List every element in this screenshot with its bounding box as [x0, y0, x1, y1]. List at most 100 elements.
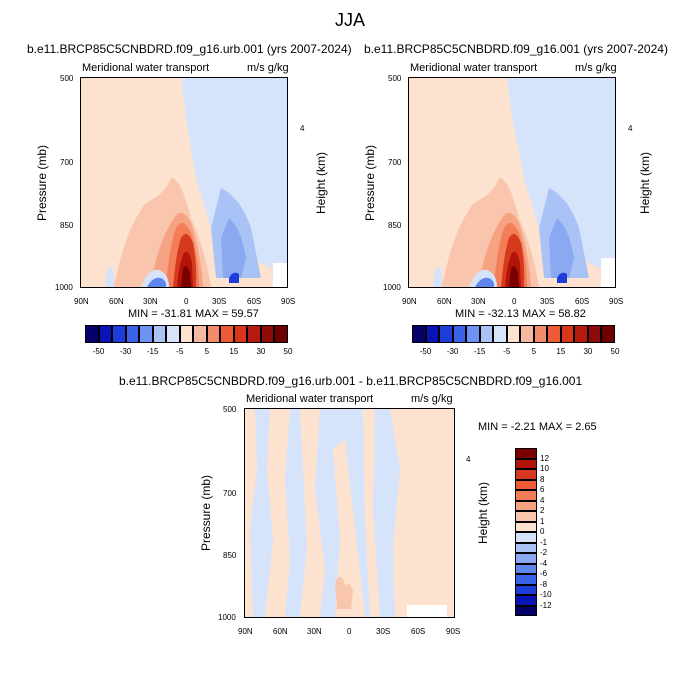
- panel2-subtitle-left: Meridional water transport: [410, 62, 538, 74]
- panel3-colorbar-label: 2: [540, 506, 545, 515]
- panel1-y2label: Height (km): [314, 152, 328, 215]
- panel2-colorbar-label: -50: [419, 347, 432, 356]
- panel3-colorbar-cell: [515, 469, 537, 480]
- panel2-colorbar-cell: [479, 325, 494, 343]
- panel2-xtick-90s: 90S: [609, 297, 624, 306]
- panel3-colorbar-label: 0: [540, 527, 545, 536]
- panel3-colorbar-cell: [515, 563, 537, 574]
- panel2-colorbar-label: 5: [531, 347, 537, 356]
- panel1-colorbar: -50 -30 -15 -5 5 15 30 50: [85, 325, 292, 356]
- panel2-colorbar-cell: [506, 325, 521, 343]
- panel3-xtick-90s: 90S: [446, 627, 461, 636]
- panel2-xtick-30s: 30S: [540, 297, 555, 306]
- panel2-colorbar: -50 -30 -15 -5 5 15 30 50: [412, 325, 619, 356]
- panel1-xtick-60n: 60N: [109, 297, 124, 306]
- panel2-colorbar-label: -15: [473, 347, 486, 356]
- panel1-ptick-850: 850: [60, 221, 74, 230]
- panel1-colorbar-cell: [220, 325, 234, 343]
- panel1-height-tick: 4: [300, 124, 305, 133]
- panel1-subtitle-left: Meridional water transport: [82, 62, 210, 74]
- panel3-colorbar-label: 6: [540, 485, 545, 494]
- panel3-colorbar-label: -4: [540, 558, 548, 568]
- panel3-colorbar-cell: [515, 458, 537, 469]
- panel1-colorbar-cell: [206, 325, 221, 343]
- panel2-colorbar-cell: [520, 325, 534, 343]
- panel3-xtick-60n: 60N: [273, 627, 288, 636]
- panel1-colorbar-cell: [85, 325, 99, 343]
- panel1-colorbar-label: -50: [92, 347, 105, 356]
- panel3-colorbar-label: 8: [540, 474, 545, 484]
- panel1-ylabel: Pressure (mb): [35, 145, 49, 222]
- panel1-colorbar-label: -5: [176, 347, 184, 356]
- panel2-xtick-30n: 30N: [471, 297, 486, 306]
- panel2-xtick-0: 0: [512, 297, 517, 306]
- panel3-colorbar-label: 10: [540, 464, 549, 473]
- panel1-xtick-90s: 90S: [281, 297, 296, 306]
- panel1-xtick-30s: 30S: [212, 297, 227, 306]
- panel2-colorbar-cell: [601, 325, 615, 343]
- panel2-ylabel: Pressure (mb): [363, 145, 377, 222]
- panel2-colorbar-cell: [466, 325, 480, 343]
- panel2-colorbar-label: 50: [610, 347, 620, 356]
- figure-title: JJA: [334, 10, 365, 30]
- panel2-colorbar-cell: [493, 325, 507, 343]
- panel2-colorbar-label: -5: [503, 347, 511, 356]
- panel3-colorbar-cell: [515, 490, 537, 501]
- panel1-colorbar-label: 5: [204, 347, 210, 356]
- panel3-ylabel: Pressure (mb): [199, 475, 213, 552]
- panel1-ptick-500: 500: [60, 74, 74, 83]
- panel3-colorbar-label: -10: [540, 590, 552, 599]
- panel1-ptick-1000: 1000: [55, 283, 73, 292]
- panel2-xtick-90n: 90N: [402, 297, 417, 306]
- panel1-colorbar-cell: [233, 325, 248, 343]
- panel2-colorbar-cell: [452, 325, 467, 343]
- panel3-plot: [244, 408, 455, 618]
- panel3-xtick-30s: 30S: [376, 627, 391, 636]
- panel3-colorbar-label: -8: [540, 579, 548, 589]
- panel2-colorbar-cell: [574, 325, 588, 343]
- panel3-colorbar-label: 12: [540, 453, 549, 463]
- panel1-colorbar-label: 15: [229, 347, 239, 356]
- panel3-xtick-90n: 90N: [238, 627, 253, 636]
- panel2-ptick-1000: 1000: [383, 283, 401, 292]
- panel1-ptick-700: 700: [60, 158, 74, 167]
- panel1-colorbar-label: -15: [146, 347, 159, 356]
- panel2-colorbar-cell: [533, 325, 548, 343]
- panel1-colorbar-cell: [125, 325, 140, 343]
- panel3-stats: MIN = -2.21 MAX = 2.65: [478, 421, 597, 433]
- panel1-colorbar-cell: [112, 325, 126, 343]
- panel2-colorbar-cell: [587, 325, 602, 343]
- panel3-colorbar-cell: [515, 521, 537, 532]
- panel1-xtick-30n: 30N: [143, 297, 158, 306]
- panel1-xtick-90n: 90N: [74, 297, 89, 306]
- panel3-ptick-500: 500: [223, 405, 237, 414]
- panel3-xtick-0: 0: [347, 627, 352, 636]
- panel3-xtick-30n: 30N: [307, 627, 322, 636]
- panel3-colorbar-label: 1: [540, 516, 545, 526]
- panel2-ptick-500: 500: [388, 74, 402, 83]
- panel3-colorbar-cell: [515, 511, 537, 522]
- panel2-subtitle-right: m/s g/kg: [575, 62, 617, 74]
- panel2-colorbar-cell: [439, 325, 453, 343]
- panel2-colorbar-label: 15: [556, 347, 566, 356]
- panel1-stats: MIN = -31.81 MAX = 59.57: [128, 308, 259, 320]
- panel1-colorbar-cell: [274, 325, 288, 343]
- panel3-colorbar-cell: [515, 553, 537, 564]
- panel3-ptick-850: 850: [223, 551, 237, 560]
- panel1-colorbar-cell: [247, 325, 261, 343]
- panel3-ptick-700: 700: [223, 489, 237, 498]
- panel2-stats: MIN = -32.13 MAX = 58.82: [455, 308, 586, 320]
- panel3-title: b.e11.BRCP85C5CNBDRD.f09_g16.urb.001 - b…: [119, 374, 583, 388]
- panel2-colorbar-cell: [412, 325, 426, 343]
- panel3-colorbar-cell: [515, 448, 537, 459]
- panel3-subtitle-right: m/s g/kg: [411, 393, 453, 405]
- panel3-colorbar-label: -12: [540, 600, 552, 610]
- panel3-height-tick: 4: [466, 455, 471, 464]
- panel1-colorbar-cell: [179, 325, 194, 343]
- panel3-colorbar-label: -1: [540, 537, 548, 547]
- panel1-colorbar-cell: [98, 325, 113, 343]
- panel3-colorbar-cell: [515, 584, 537, 595]
- panel1-colorbar-cell: [260, 325, 275, 343]
- panel1-colorbar-cell: [139, 325, 153, 343]
- panel2-colorbar-cell: [425, 325, 440, 343]
